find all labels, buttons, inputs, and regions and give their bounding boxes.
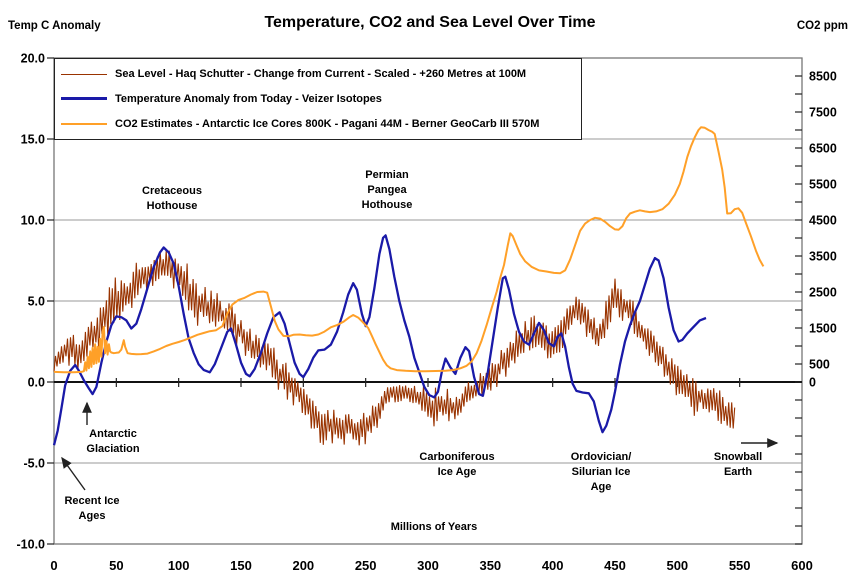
left-axis-tick-label: -5.0 bbox=[23, 457, 45, 471]
annotation-line: Hothouse bbox=[146, 200, 198, 212]
annotation-line: Ordovician/ bbox=[570, 451, 632, 463]
annotation-snowball-earth: Snowball Earth bbox=[714, 450, 762, 480]
co2-line bbox=[53, 126, 765, 374]
left-axis-title: Temp C Anomaly bbox=[8, 20, 101, 32]
x-axis-tick-label: 600 bbox=[791, 558, 813, 573]
recent-ice-ages-arrow bbox=[61, 456, 86, 491]
right-axis-tick-label: 500 bbox=[809, 358, 830, 372]
annotation-millions-of-years: Millions of Years bbox=[391, 520, 478, 535]
annotation-line: Hothouse bbox=[361, 199, 413, 211]
x-axis-tick-label: 250 bbox=[355, 558, 377, 573]
left-axis-tick-label: -10.0 bbox=[17, 538, 46, 552]
annotation-recent-ice-ages: Recent Ice Ages bbox=[64, 494, 119, 524]
legend-item-co2: CO2 Estimates - Antarctic Ice Cores 800K… bbox=[55, 118, 581, 130]
legend-label-co2: CO2 Estimates - Antarctic Ice Cores 800K… bbox=[115, 117, 540, 130]
annotation-line: Cretaceous bbox=[142, 185, 202, 197]
x-axis-tick-label: 450 bbox=[604, 558, 626, 573]
legend-label-sea_level: Sea Level - Haq Schutter - Change from C… bbox=[115, 68, 527, 81]
x-axis-tick-label: 0 bbox=[50, 558, 57, 573]
annotation-permian-pangea-hothouse: Permian Pangea Hothouse bbox=[362, 168, 413, 213]
co2-legend-swatch bbox=[61, 122, 107, 125]
right-axis-tick-label: 6500 bbox=[809, 142, 837, 156]
annotation-antarctic-glaciation: Antarctic Glaciation bbox=[86, 427, 139, 457]
temperature-line bbox=[52, 234, 707, 446]
annotation-line: Permian bbox=[365, 169, 409, 181]
temperature-legend-swatch bbox=[61, 97, 107, 101]
annotation-line: Carboniferous bbox=[419, 451, 495, 463]
annotation-carboniferous-ice-age: Carboniferous Ice Age bbox=[419, 450, 494, 480]
right-axis-tick-label: 7500 bbox=[809, 106, 837, 120]
annotation-line: Snowball bbox=[713, 451, 763, 463]
legend-label-temperature: Temperature Anomaly from Today - Veizer … bbox=[115, 92, 382, 105]
left-axis-tick-label: 5.0 bbox=[28, 295, 45, 309]
sea_level-legend-swatch bbox=[61, 73, 107, 75]
left-axis-tick-label: 15.0 bbox=[21, 133, 45, 147]
right-axis-tick-label: 1500 bbox=[809, 322, 837, 336]
annotation-line: Pangea bbox=[367, 184, 407, 196]
right-axis-title: CO2 ppm bbox=[796, 20, 848, 32]
legend-item-sea_level: Sea Level - Haq Schutter - Change from C… bbox=[55, 68, 581, 80]
right-axis-tick-label: 8500 bbox=[809, 70, 837, 84]
left-axis-tick-label: 0.0 bbox=[28, 376, 45, 390]
right-axis-tick-label: 0 bbox=[809, 376, 816, 390]
x-axis-tick-label: 100 bbox=[168, 558, 190, 573]
chart-title: Temperature, CO2 and Sea Level Over Time bbox=[264, 14, 596, 31]
annotation-line: Antarctic bbox=[89, 428, 137, 440]
x-axis-tick-label: 150 bbox=[230, 558, 252, 573]
left-axis-tick-label: 10.0 bbox=[21, 214, 45, 228]
left-axis-tick-label: 20.0 bbox=[21, 52, 45, 66]
x-axis-tick-label: 200 bbox=[292, 558, 314, 573]
x-axis-tick-label: 350 bbox=[479, 558, 501, 573]
x-axis-tick-label: 300 bbox=[417, 558, 439, 573]
sea-level-line bbox=[53, 250, 736, 446]
x-axis-tick-label: 550 bbox=[729, 558, 751, 573]
annotation-line: Ages bbox=[78, 510, 106, 522]
right-axis-tick-label: 4500 bbox=[809, 214, 837, 228]
x-axis-tick-label: 50 bbox=[109, 558, 123, 573]
legend-item-temperature: Temperature Anomaly from Today - Veizer … bbox=[55, 93, 581, 105]
annotation-ordovician-silurian-ice-age: Ordovician/Silurian Ice Age bbox=[571, 450, 632, 495]
annotation-line: Earth bbox=[723, 466, 753, 478]
right-axis-tick-label: 3500 bbox=[809, 250, 837, 264]
annotation-line: Recent Ice bbox=[64, 495, 120, 507]
x-axis-tick-label: 400 bbox=[542, 558, 564, 573]
annotation-line: Millions of Years bbox=[390, 521, 478, 533]
annotation-cretaceous-hothouse: Cretaceous Hothouse bbox=[142, 184, 202, 214]
x-axis-tick-label: 500 bbox=[666, 558, 688, 573]
annotation-line: Glaciation bbox=[86, 443, 140, 455]
right-axis-tick-label: 5500 bbox=[809, 178, 837, 192]
annotation-line: Silurian Ice bbox=[571, 466, 631, 478]
annotation-line: Ice Age bbox=[437, 466, 477, 478]
legend-box: Sea Level - Haq Schutter - Change from C… bbox=[54, 58, 582, 140]
annotation-line: Age bbox=[590, 481, 612, 493]
right-axis-tick-label: 2500 bbox=[809, 286, 837, 300]
